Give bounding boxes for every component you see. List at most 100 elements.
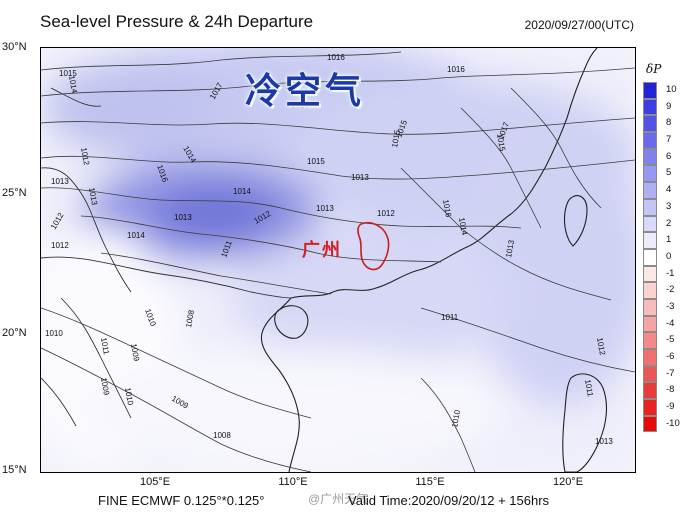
legend-swatch	[643, 265, 657, 283]
isobar-label: 1009	[99, 377, 111, 397]
isobar-label: 1016	[327, 53, 345, 62]
isobar-label: 1011	[441, 313, 459, 322]
cold-air-banner: 冷空气	[245, 70, 366, 111]
legend-level-label: -4	[666, 317, 675, 329]
isobar-label: 1014	[233, 187, 251, 196]
isobar-label: 1016	[441, 199, 453, 219]
isobar-label: 1015	[495, 133, 507, 153]
legend-swatch	[643, 349, 657, 366]
lon-label-120e: 120°E	[552, 476, 584, 488]
legend-level-label: 5	[666, 167, 672, 179]
watermark: @广州天气	[308, 492, 369, 506]
map-canvas: 1015 1016 1017 1016 1016 1015 1016 1013 …	[41, 48, 635, 472]
legend-level-label: -3	[666, 300, 675, 312]
legend-level-label: 6	[666, 150, 672, 162]
lat-label-25n: 25°N	[2, 187, 27, 199]
lon-label-115e: 115°E	[415, 476, 445, 488]
legend-swatch	[643, 298, 657, 316]
isobar-label: 1012	[377, 209, 395, 218]
isobar-label: 1015	[390, 129, 402, 149]
legend-swatch	[643, 148, 657, 166]
isobar-label: 1011	[583, 379, 595, 398]
legend-swatch	[643, 132, 657, 149]
legend-level-label: 0	[666, 250, 672, 262]
lon-label-105e: 105°E	[139, 476, 171, 488]
legend-level-label: 10	[666, 84, 677, 95]
legend-level-label: 2	[666, 217, 672, 229]
isobar-label: 1013	[87, 187, 99, 207]
lat-label-15n: 15°N	[2, 464, 27, 476]
legend-swatch	[643, 282, 657, 299]
mountain-texture	[41, 87, 132, 427]
legend-swatch	[643, 332, 657, 349]
legend-level-label: -10	[666, 417, 680, 429]
legend-level-label: -6	[666, 351, 675, 362]
isobar-label: 1008	[213, 431, 231, 440]
isobar-label: 1009	[129, 343, 141, 363]
legend-level-label: -9	[666, 401, 675, 413]
legend-swatch	[643, 415, 657, 433]
isobar-label: 1016	[447, 65, 465, 74]
color-legend	[643, 82, 657, 433]
lat-label-30n: 30°N	[2, 41, 27, 53]
isobar-label: 1013	[351, 173, 369, 182]
legend-level-label: 9	[666, 100, 672, 112]
legend-level-label: -2	[666, 284, 675, 296]
model-info: FINE ECMWF 0.125°*0.125°	[98, 493, 265, 508]
legend-level-label: 7	[666, 134, 672, 146]
legend-level-label: -5	[666, 334, 675, 346]
pressure-map: 1015 1016 1017 1016 1016 1015 1016 1013 …	[40, 47, 636, 473]
legend-swatch	[643, 215, 657, 233]
lat-label-20n: 20°N	[2, 327, 27, 339]
isobar-label: 1010	[45, 329, 63, 338]
isobar-label: 1014	[457, 217, 469, 237]
legend-swatch	[643, 399, 657, 416]
guangzhou-boundary	[357, 221, 390, 271]
isobar-label: 1011	[99, 337, 111, 356]
legend-level-label: -8	[666, 384, 675, 396]
legend-swatch	[643, 198, 657, 216]
isobar-label: 1013	[595, 437, 613, 446]
city-label-guangzhou: 广州	[302, 240, 342, 260]
legend-swatch	[643, 165, 657, 183]
isobar-label: 1010	[123, 387, 135, 407]
legend-swatch	[643, 82, 657, 99]
legend-swatch	[643, 365, 657, 383]
vietnam-coast	[261, 297, 300, 472]
isobar-label: 1013	[174, 213, 192, 222]
isobar-label: 1012	[79, 147, 91, 167]
legend-level-label: 4	[666, 184, 672, 196]
legend-swatch	[643, 232, 657, 249]
isobar-label: 1013	[51, 177, 69, 186]
isobar-label: 1014	[67, 75, 79, 95]
departure-shading	[41, 48, 635, 472]
legend-swatch	[643, 248, 657, 266]
map-datetime: 2020/09/27/00(UTC)	[524, 18, 634, 32]
legend-level-label: 1	[666, 234, 672, 246]
isobar-label: 1008	[184, 309, 196, 329]
border-line	[41, 256, 292, 299]
legend-level-label: -1	[666, 267, 675, 279]
isobar-label: 1016	[291, 101, 309, 110]
isobar-label: 1012	[595, 337, 607, 357]
hainan-island	[274, 305, 309, 339]
isobar-lines	[41, 51, 635, 472]
isobar-label: 1013	[504, 239, 516, 259]
isobar-label: 1010	[450, 409, 462, 429]
isobar-label: 1014	[127, 231, 145, 240]
luzon-island	[562, 373, 608, 472]
legend-swatch	[643, 98, 657, 116]
valid-time: Valid Time:2020/09/20/12 + 156hrs	[348, 493, 550, 508]
legend-level-label: 8	[666, 117, 672, 129]
isobar-label: 1013	[316, 204, 334, 213]
color-legend-labels: 10 9 8 7 6 5 4 3 2 1 0 -1 -2 -3 -4 -5 -6 -7 -8 -9 -10	[666, 82, 680, 432]
map-title: Sea-level Pressure & 24h Departure	[40, 12, 314, 31]
isobar-label: 1015	[307, 157, 325, 166]
legend-level-label: 3	[666, 200, 672, 212]
legend-swatch	[643, 382, 657, 400]
isobar-label: 1012	[51, 241, 69, 250]
legend-level-label: -7	[666, 367, 675, 379]
legend-swatch	[643, 115, 657, 133]
legend-title: δP	[646, 62, 662, 76]
taiwan-island	[563, 195, 588, 247]
